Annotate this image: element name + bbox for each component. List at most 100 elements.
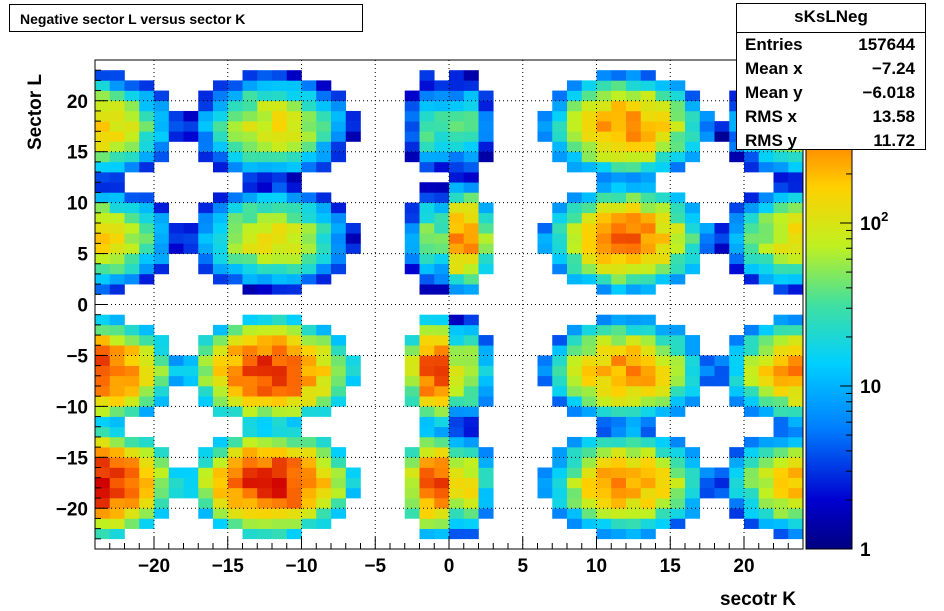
heatmap-cell bbox=[286, 202, 302, 214]
heatmap-cell bbox=[213, 498, 229, 509]
heatmap-cell bbox=[596, 151, 612, 163]
heatmap-cell bbox=[670, 324, 686, 336]
heatmap-cell bbox=[463, 263, 479, 275]
heatmap-cell bbox=[109, 70, 125, 81]
heatmap-cell bbox=[463, 223, 479, 234]
heatmap-cell bbox=[109, 151, 125, 163]
heatmap-cell bbox=[183, 477, 199, 489]
heatmap-cell bbox=[655, 365, 671, 377]
heatmap-cell bbox=[744, 253, 760, 265]
heatmap-cell bbox=[744, 386, 760, 397]
heatmap-cell bbox=[257, 182, 273, 193]
heatmap-cell bbox=[242, 375, 258, 387]
heatmap-cell bbox=[758, 436, 774, 448]
heatmap-cell bbox=[404, 386, 420, 397]
heatmap-cell bbox=[257, 121, 273, 132]
heatmap-cell bbox=[95, 161, 111, 173]
heatmap-cell bbox=[95, 80, 111, 91]
heatmap-cell bbox=[788, 518, 804, 529]
heatmap-cell bbox=[301, 121, 317, 132]
heatmap-cell bbox=[640, 508, 656, 519]
heatmap-cell bbox=[227, 131, 243, 142]
heatmap-cell bbox=[685, 498, 701, 509]
heatmap-cell bbox=[316, 508, 332, 519]
heatmap-cell bbox=[286, 355, 302, 366]
stats-value: −7.24 bbox=[871, 59, 915, 78]
heatmap-cell bbox=[434, 192, 450, 203]
heatmap-cell bbox=[478, 233, 494, 244]
heatmap-cell bbox=[773, 416, 789, 428]
heatmap-cell bbox=[257, 457, 273, 468]
heatmap-cell bbox=[434, 447, 450, 458]
heatmap-cell bbox=[537, 467, 553, 478]
heatmap-cell bbox=[419, 80, 435, 91]
heatmap-cell bbox=[596, 80, 612, 91]
heatmap-cell bbox=[95, 253, 111, 265]
heatmap-cell bbox=[567, 335, 583, 346]
heatmap-cell bbox=[286, 172, 302, 183]
heatmap-cell bbox=[95, 365, 111, 377]
heatmap-cell bbox=[788, 477, 804, 489]
heatmap-cell bbox=[345, 131, 361, 142]
heatmap-cell bbox=[581, 477, 597, 489]
heatmap-cell bbox=[463, 447, 479, 458]
heatmap-cell bbox=[154, 202, 170, 214]
heatmap-cell bbox=[168, 467, 184, 478]
heatmap-cell bbox=[419, 90, 435, 102]
heatmap-cell bbox=[581, 375, 597, 387]
heatmap-cell bbox=[640, 182, 656, 193]
heatmap-cell bbox=[404, 498, 420, 509]
heatmap-cell bbox=[463, 396, 479, 407]
heatmap-cell bbox=[404, 447, 420, 458]
heatmap-cell bbox=[272, 447, 288, 458]
heatmap-cell bbox=[788, 498, 804, 509]
heatmap-cell bbox=[434, 223, 450, 234]
heatmap-cell bbox=[478, 243, 494, 254]
heatmap-cell bbox=[154, 355, 170, 366]
heatmap-cell bbox=[758, 243, 774, 254]
heatmap-cell bbox=[744, 406, 760, 417]
heatmap-cell bbox=[596, 223, 612, 234]
heatmap-cell bbox=[404, 477, 420, 489]
heatmap-cell bbox=[95, 212, 111, 224]
heatmap-cell bbox=[449, 518, 465, 529]
heatmap-cell bbox=[478, 477, 494, 489]
heatmap-cell bbox=[109, 508, 125, 519]
heatmap-cell bbox=[95, 447, 111, 458]
heatmap-cell bbox=[124, 447, 140, 458]
heatmap-cell bbox=[139, 151, 155, 163]
heatmap-cell bbox=[758, 161, 774, 173]
heatmap-cell bbox=[449, 335, 465, 346]
heatmap-cell bbox=[124, 202, 140, 214]
x-tick-label: 10 bbox=[586, 556, 607, 577]
heatmap-cell bbox=[640, 498, 656, 509]
heatmap-cell bbox=[257, 477, 273, 489]
heatmap-cell bbox=[272, 172, 288, 183]
heatmap-cell bbox=[272, 212, 288, 224]
heatmap-cell bbox=[685, 457, 701, 468]
heatmap-cell bbox=[463, 284, 479, 295]
heatmap-cell bbox=[227, 141, 243, 152]
heatmap-cell bbox=[331, 345, 347, 356]
heatmap-cell bbox=[242, 172, 258, 183]
heatmap-cell bbox=[301, 202, 317, 214]
heatmap-cell bbox=[670, 131, 686, 142]
heatmap-cell bbox=[670, 223, 686, 234]
heatmap-cell bbox=[272, 233, 288, 244]
heatmap-cell bbox=[537, 477, 553, 489]
heatmap-cell bbox=[449, 182, 465, 193]
heatmap-cell bbox=[463, 100, 479, 112]
heatmap-cell bbox=[655, 406, 671, 417]
heatmap-cell bbox=[744, 365, 760, 377]
heatmap-cell bbox=[788, 263, 804, 275]
heatmap-cell bbox=[213, 355, 229, 366]
heatmap-cell bbox=[213, 386, 229, 397]
heatmap-cell bbox=[419, 284, 435, 295]
heatmap-cell bbox=[286, 406, 302, 417]
heatmap-cell bbox=[198, 335, 214, 346]
stats-value: 13.58 bbox=[872, 107, 915, 126]
heatmap-cell bbox=[434, 436, 450, 448]
heatmap-cell bbox=[626, 498, 642, 509]
heatmap-cell bbox=[419, 498, 435, 509]
heatmap-cell bbox=[213, 436, 229, 448]
